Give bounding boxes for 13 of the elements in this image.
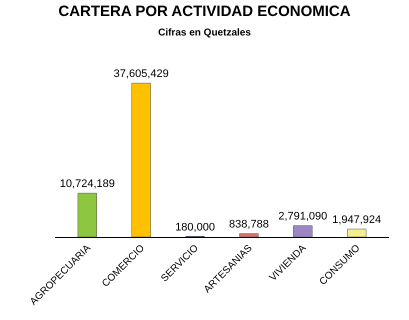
bar	[132, 82, 151, 237]
data-label: 37,605,429	[114, 68, 169, 80]
chart-subtitle: Cifras en Quetzales	[158, 28, 252, 38]
bar	[347, 228, 366, 237]
chart-title: CARTERA POR ACTIVIDAD ECONOMICA	[58, 3, 351, 20]
data-label: 2,791,090	[278, 210, 328, 223]
bar	[239, 233, 259, 237]
data-label: 838,788	[229, 218, 269, 231]
bar	[78, 192, 97, 237]
data-label: 1,947,924	[332, 214, 382, 226]
data-label: 180,000	[175, 221, 215, 234]
data-label: 10,724,189	[60, 178, 115, 190]
bar	[293, 225, 312, 237]
